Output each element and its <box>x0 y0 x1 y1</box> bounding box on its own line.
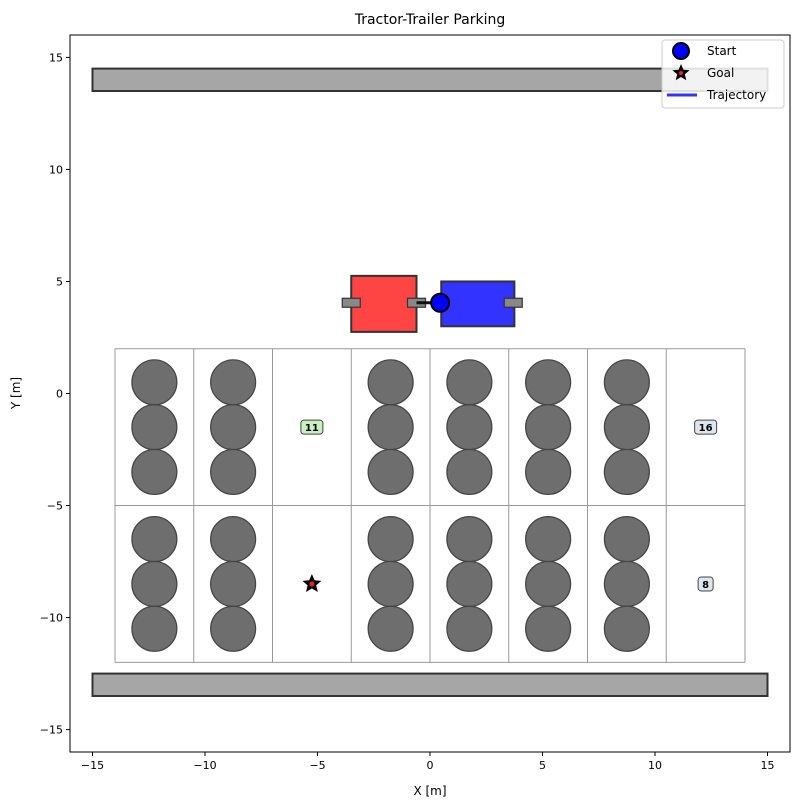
x-axis-label: X [m] <box>413 784 446 798</box>
parked-obstacle <box>603 560 650 608</box>
legend-start-icon <box>672 42 690 60</box>
parked-obstacle <box>603 404 650 451</box>
parked-obstacle <box>131 448 178 496</box>
parked-obstacle <box>131 516 178 563</box>
parked-obstacle <box>603 516 650 563</box>
wheel <box>341 297 361 308</box>
parked-obstacle <box>446 359 493 406</box>
y-axis-label: Y [m] <box>9 377 23 410</box>
slot-label: 8 <box>702 580 709 591</box>
start-marker <box>430 292 451 313</box>
slot-label-box <box>697 576 714 592</box>
legend: Start Goal Trajectory <box>661 39 785 109</box>
wall <box>91 672 769 697</box>
legend-label: Start <box>707 44 737 58</box>
parked-obstacle <box>131 404 178 451</box>
parked-obstacle <box>446 404 493 451</box>
parked-obstacle <box>525 359 572 406</box>
parked-obstacle <box>367 516 414 563</box>
plot-content: 11 16 8 <box>91 67 769 697</box>
parked-obstacle <box>603 359 650 406</box>
y-tick-label: 5 <box>56 275 63 288</box>
x-tick-label: 15 <box>761 759 775 772</box>
trailer <box>350 274 418 333</box>
parked-obstacle <box>446 560 493 608</box>
parked-obstacle <box>210 560 257 608</box>
parked-obstacle <box>525 448 572 496</box>
parked-obstacle <box>210 516 257 563</box>
parked-obstacle <box>525 560 572 608</box>
parked-obstacle <box>131 605 178 652</box>
slot-label: 11 <box>305 423 319 434</box>
legend-goal-center <box>679 71 683 75</box>
parked-obstacle <box>131 359 178 406</box>
parked-obstacle <box>603 448 650 496</box>
x-tick-label: −15 <box>81 759 104 772</box>
y-tick-label: 15 <box>49 51 63 64</box>
x-tick-label: −5 <box>309 759 325 772</box>
parked-obstacle <box>446 516 493 563</box>
x-tick-label: 5 <box>539 759 546 772</box>
wheel <box>503 297 523 308</box>
parked-obstacle <box>367 404 414 451</box>
legend-label: Goal <box>707 66 734 80</box>
x-tick-label: 0 <box>427 759 434 772</box>
parked-obstacle <box>367 359 414 406</box>
parked-obstacle <box>525 516 572 563</box>
parked-obstacle <box>367 560 414 608</box>
legend-box <box>661 39 785 109</box>
axis-ticks: −15 −10 −5 0 5 10 15 −15 −10 −5 0 5 10 15 <box>40 51 775 772</box>
y-tick-label: −10 <box>40 612 63 625</box>
y-tick-label: −5 <box>47 500 63 513</box>
parked-obstacle <box>210 605 257 652</box>
slot-label-box <box>694 419 718 435</box>
x-tick-label: 10 <box>648 759 662 772</box>
parked-obstacle <box>525 605 572 652</box>
y-tick-label: 0 <box>56 388 63 401</box>
parked-obstacle <box>210 359 257 406</box>
parked-obstacle <box>525 404 572 451</box>
parked-obstacle <box>210 448 257 496</box>
parked-obstacle <box>131 560 178 608</box>
slot-label: 16 <box>699 423 713 434</box>
parked-obstacle <box>446 605 493 652</box>
parked-obstacle <box>603 605 650 652</box>
chart-title: Tractor-Trailer Parking <box>354 12 506 28</box>
x-tick-label: −10 <box>193 759 216 772</box>
parked-obstacle <box>367 605 414 652</box>
goal-center <box>309 581 315 587</box>
tractor <box>440 280 516 328</box>
y-tick-label: 10 <box>49 163 63 176</box>
slot-label-box <box>300 419 324 435</box>
parked-obstacle <box>446 448 493 496</box>
legend-label: Trajectory <box>706 88 766 102</box>
parked-obstacle <box>210 404 257 451</box>
parked-obstacle <box>367 448 414 496</box>
y-tick-label: −15 <box>40 724 63 737</box>
